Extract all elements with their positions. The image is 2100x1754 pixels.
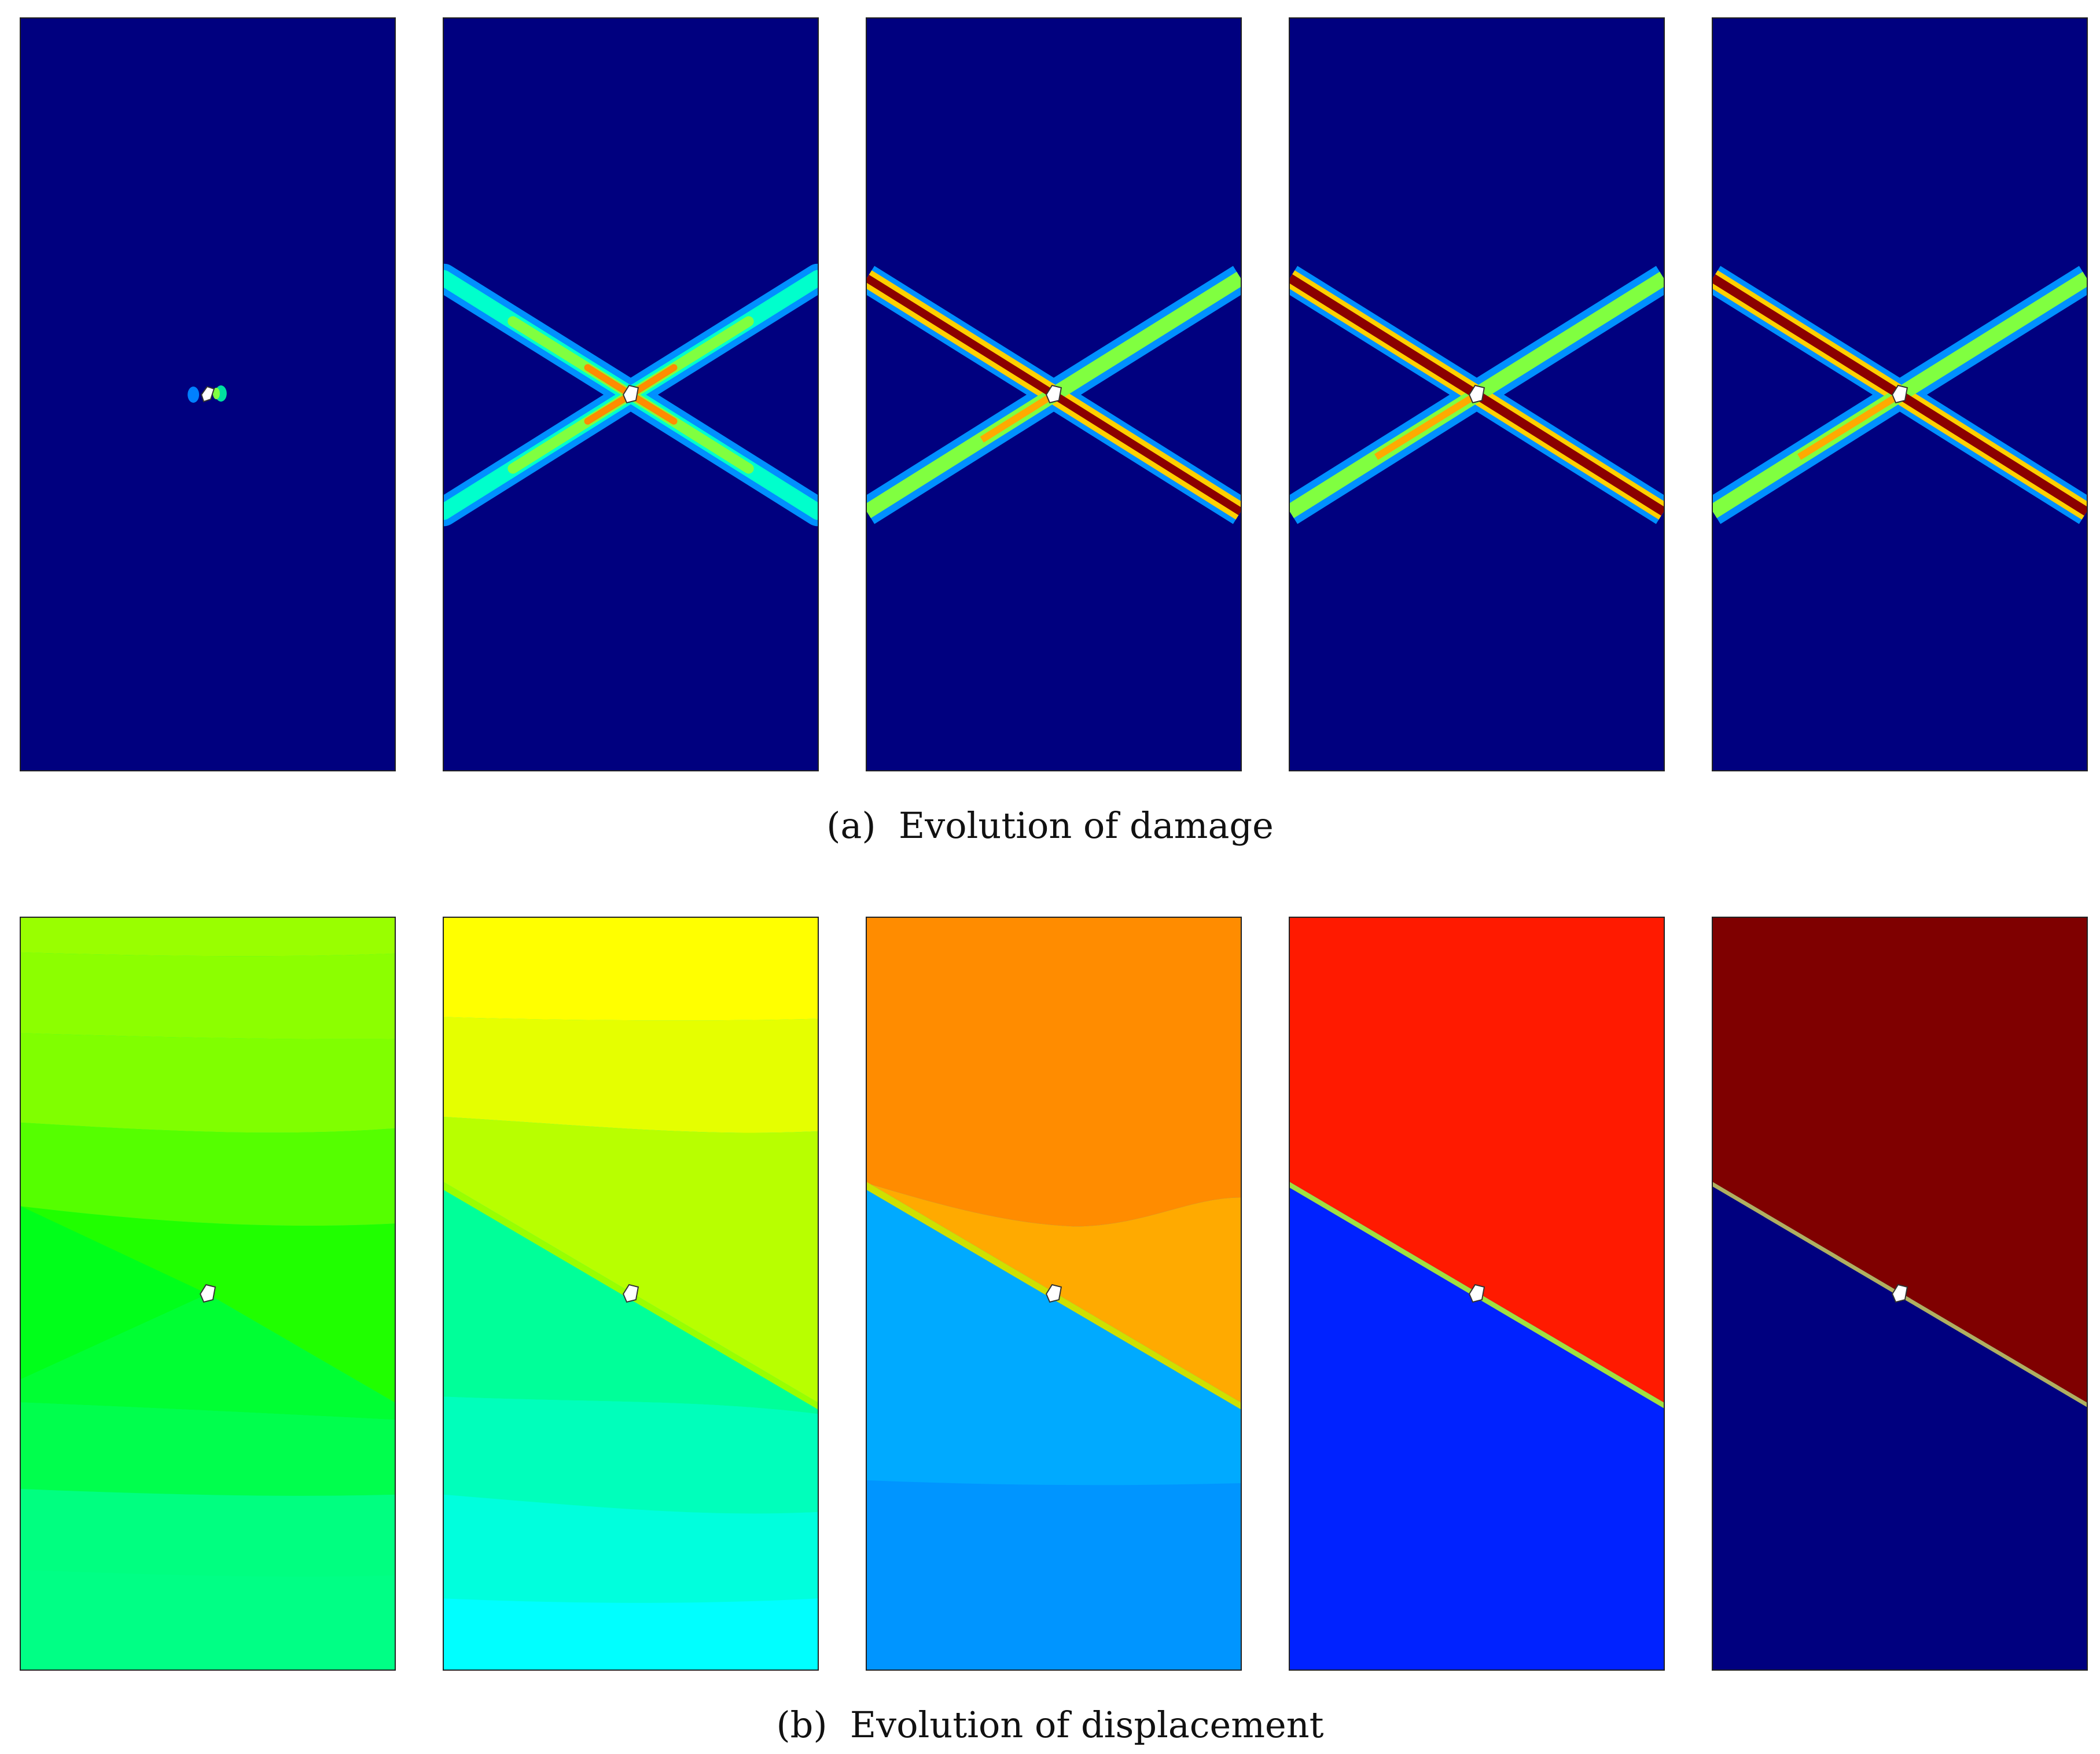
hole-icon [622, 1284, 639, 1303]
displacement-panel-5 [1712, 917, 2088, 1671]
damage-panel-5 [1712, 17, 2088, 771]
hole-icon [1468, 384, 1485, 404]
hole-icon [200, 385, 215, 403]
damage-plot-2 [444, 19, 818, 770]
hole-icon [1045, 1284, 1062, 1303]
displacement-plot-3 [867, 918, 1241, 1670]
hole-icon [1045, 384, 1062, 404]
caption-displacement: (b) Evolution of displacement [776, 1704, 1324, 1746]
damage-panel-4 [1289, 17, 1665, 771]
displacement-panel-1 [20, 917, 396, 1671]
displacement-plot-2 [444, 918, 818, 1670]
damage-plot-3 [867, 19, 1241, 770]
damage-plot-5 [1713, 19, 2087, 770]
damage-plot-4 [1290, 19, 1664, 770]
displacement-panel-2 [443, 917, 819, 1671]
hole-icon [1891, 384, 1908, 404]
hole-icon [1891, 1284, 1908, 1303]
displacement-panel-4 [1289, 917, 1665, 1671]
caption-damage: (a) Evolution of damage [826, 804, 1274, 847]
damage-panel-1 [20, 17, 396, 771]
hole-icon [622, 384, 639, 404]
displacement-plot-4 [1290, 918, 1664, 1670]
damage-panel-3 [866, 17, 1242, 771]
damage-panel-2 [443, 17, 819, 771]
displacement-panel-3 [866, 917, 1242, 1671]
displacement-plot-1 [21, 918, 395, 1670]
damage-plot-1 [21, 19, 395, 770]
displacement-plot-5 [1713, 918, 2087, 1670]
hole-icon [199, 1284, 216, 1303]
hole-icon [1468, 1284, 1485, 1303]
